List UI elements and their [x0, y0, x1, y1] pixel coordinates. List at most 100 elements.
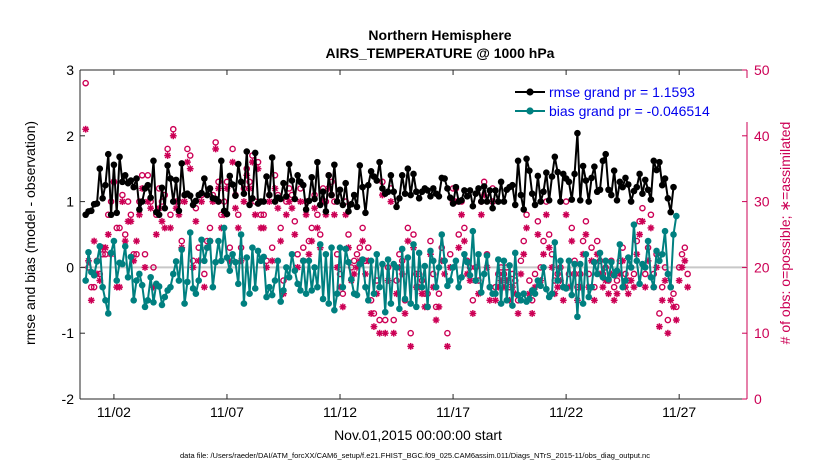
rmse-point: [650, 157, 658, 165]
rmse-point: [319, 188, 327, 196]
bias-point: [175, 277, 183, 284]
obs-assimilated-stroke: [673, 317, 680, 324]
rmse-point: [133, 175, 140, 182]
bias-point: [619, 283, 626, 291]
y-right-tick-label: 10: [754, 325, 770, 341]
bias-point: [494, 256, 502, 263]
obs-possible-point: [588, 244, 595, 251]
obs-assimilated-point: [359, 237, 367, 245]
bias-point: [438, 231, 446, 238]
rmse-point: [294, 171, 301, 179]
obs-possible-point: [150, 264, 157, 271]
rmse-point: [175, 207, 183, 215]
obs-possible-point: [404, 224, 412, 232]
bias-point: [246, 290, 253, 298]
bias-point: [362, 283, 369, 291]
rmse-point: [441, 175, 448, 182]
rmse-point: [404, 165, 412, 172]
obs-assimilated-stroke: [167, 224, 174, 231]
obs-assimilated-point: [390, 329, 398, 337]
rmse-point: [333, 198, 341, 205]
rmse-point: [226, 172, 234, 180]
x-tick-label: 11/02: [97, 404, 131, 420]
rmse-point: [158, 184, 166, 192]
rmse-point: [218, 157, 225, 165]
obs-assimilated-stroke: [142, 264, 148, 271]
obs-assimilated-point: [523, 224, 530, 232]
rmse-point: [260, 198, 268, 205]
rmse-point: [367, 168, 375, 175]
obs-assimilated-stroke: [568, 238, 575, 245]
rmse-point: [517, 191, 525, 199]
bias-point: [311, 264, 318, 271]
obs-possible-point: [212, 139, 219, 146]
obs-assimilated-stroke: [523, 224, 530, 231]
obs-assimilated-stroke: [308, 238, 315, 245]
bias-point: [280, 287, 287, 294]
bias-point: [520, 290, 528, 298]
obs-assimilated-stroke: [636, 231, 643, 238]
obs-assimilated-stroke: [269, 257, 276, 264]
rmse-point: [458, 196, 465, 204]
obs-possible-point: [435, 290, 443, 298]
bias-point: [364, 297, 372, 304]
obs-possible-point: [133, 250, 140, 258]
obs-possible-point: [234, 211, 242, 219]
obs-assimilated-stroke: [127, 218, 134, 225]
rmse-point: [599, 157, 607, 165]
obs-possible-point: [215, 178, 222, 186]
bias-point: [667, 283, 674, 291]
obs-assimilated-stroke: [467, 277, 474, 284]
obs-assimilated-stroke: [311, 205, 318, 212]
bias-point: [333, 290, 341, 298]
rmse-point: [492, 187, 499, 194]
bias-point: [192, 290, 200, 298]
bias-point: [444, 282, 451, 290]
obs-assimilated-point: [540, 250, 547, 258]
obs-possible-point: [299, 244, 307, 251]
obs-possible-point: [127, 211, 135, 219]
obs-assimilated-stroke: [492, 297, 499, 304]
chart-title-line2: AIRS_TEMPERATURE @ 1000 hPa: [326, 45, 555, 61]
bias-point: [96, 243, 104, 250]
rmse-point: [198, 189, 205, 197]
bias-point: [102, 297, 109, 304]
obs-assimilated-stroke: [116, 284, 123, 291]
obs-assimilated-point: [229, 158, 237, 166]
bias-point: [319, 295, 327, 303]
bias-point: [359, 256, 366, 263]
bias-point: [644, 237, 652, 245]
bias-point: [537, 282, 544, 290]
rmse-point: [237, 178, 245, 186]
bias-point: [212, 258, 219, 266]
obs-assimilated-point: [82, 125, 90, 133]
rmse-point: [339, 201, 347, 209]
y-tick-label: 3: [66, 62, 74, 78]
bias-point: [633, 257, 641, 265]
rmse-point: [362, 209, 369, 217]
bias-point: [435, 264, 443, 271]
obs-possible-point: [226, 244, 234, 251]
rmse-point: [565, 178, 573, 186]
bias-point: [531, 290, 539, 298]
rmse-point: [393, 203, 400, 211]
data-file-footnote: data file: /Users/raeder/DAI/ATM_forcXX/…: [180, 451, 650, 460]
rmse-point: [644, 186, 652, 194]
bias-point: [184, 278, 191, 286]
rmse-point: [121, 171, 129, 179]
y-tick-label: 1: [66, 194, 74, 210]
bias-point: [404, 254, 412, 261]
obs-assimilated-point: [469, 310, 477, 317]
obs-assimilated-point: [102, 244, 109, 252]
bias-point: [384, 256, 392, 263]
y-right-tick-label: 50: [754, 62, 770, 78]
rmse-point: [475, 185, 482, 192]
bias-point: [339, 283, 347, 291]
bias-point: [198, 236, 205, 244]
obs-assimilated-point: [605, 290, 612, 298]
obs-assimilated-stroke: [563, 211, 570, 218]
obs-assimilated-stroke: [435, 303, 442, 310]
obs-assimilated-stroke: [517, 271, 524, 277]
bias-point: [85, 248, 92, 256]
obs-assimilated-stroke: [387, 198, 394, 205]
